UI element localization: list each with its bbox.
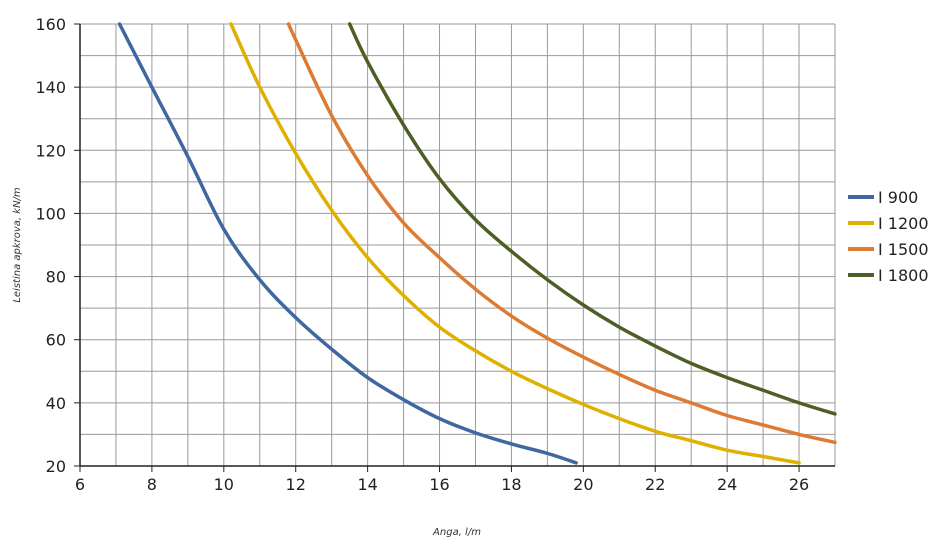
legend-label-i-1500: I 1500 — [878, 240, 929, 259]
series-line-i-900 — [117, 22, 578, 465]
x-tick-label: 24 — [717, 475, 737, 494]
x-tick-label: 22 — [645, 475, 665, 494]
y-tick-label: 40 — [46, 394, 66, 413]
x-tick-label: 26 — [789, 475, 809, 494]
x-tick-label: 12 — [286, 475, 306, 494]
series-lines — [117, 22, 837, 465]
x-tick-label: 10 — [214, 475, 234, 494]
x-tick-label: 20 — [573, 475, 593, 494]
legend: I 900 I 1200 I 1500 I 1800 — [848, 188, 929, 285]
x-tick-label: 18 — [501, 475, 521, 494]
x-tick-label: 14 — [357, 475, 377, 494]
tick-labels: 6 8 10 12 14 16 18 20 22 24 26 20 40 60 80 100 120 140 160 — [35, 15, 809, 494]
x-tick-label: 6 — [75, 475, 85, 494]
y-tick-label: 80 — [46, 268, 66, 287]
y-tick-label: 60 — [46, 331, 66, 350]
y-tick-label: 160 — [35, 15, 66, 34]
y-axis-title: Leistina apkrova, kN/m — [12, 187, 23, 303]
legend-label-i-1800: I 1800 — [878, 266, 929, 285]
x-tick-label: 8 — [147, 475, 157, 494]
x-tick-label: 16 — [429, 475, 449, 494]
series-line-i-1800 — [347, 22, 837, 416]
series-line-i-1200 — [229, 22, 801, 465]
axes — [79, 24, 835, 467]
y-tick-label: 120 — [35, 141, 66, 160]
y-tick-label: 100 — [35, 204, 66, 223]
series-line-i-1500 — [286, 22, 837, 445]
legend-label-i-1200: I 1200 — [878, 214, 929, 233]
legend-label-i-900: I 900 — [878, 188, 918, 207]
y-tick-label: 20 — [46, 457, 66, 476]
y-tick-label: 140 — [35, 78, 66, 97]
x-axis-title: Anga, l/m — [432, 527, 481, 538]
grid — [80, 23, 836, 466]
